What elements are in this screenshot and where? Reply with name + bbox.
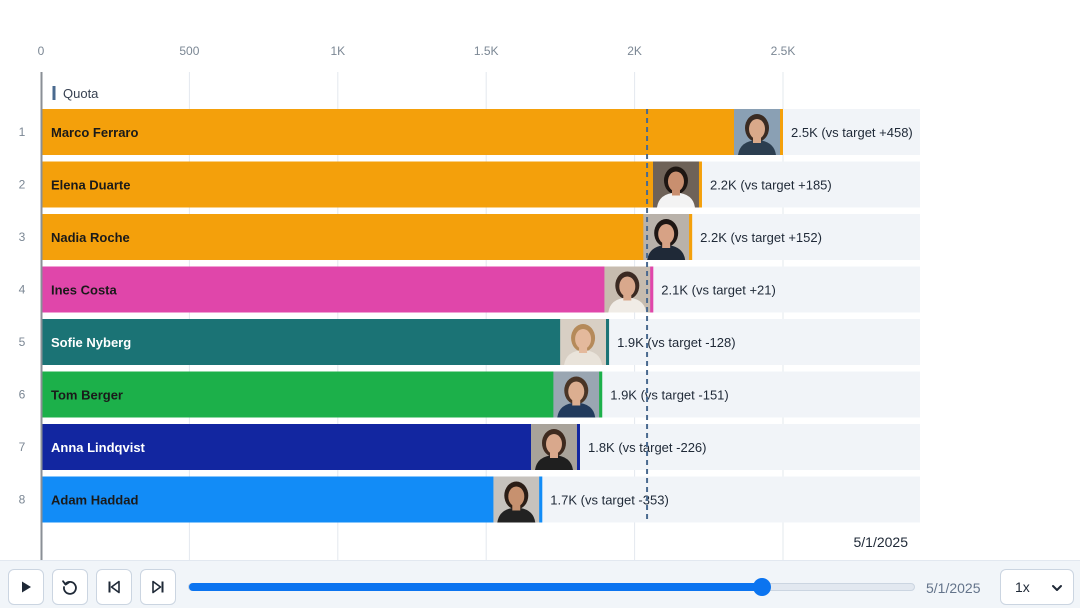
bar bbox=[41, 424, 580, 470]
rank-label: 2 bbox=[19, 178, 26, 192]
rank-label: 6 bbox=[19, 388, 26, 402]
skip-back-icon bbox=[108, 580, 120, 594]
rank-label: 1 bbox=[19, 125, 26, 139]
bar-value-label: 1.9K (vs target -128) bbox=[617, 335, 736, 350]
x-tick-label: 2K bbox=[627, 44, 642, 58]
person-avatar-icon bbox=[734, 109, 780, 155]
bar bbox=[41, 476, 543, 523]
bar-value-label: 1.7K (vs target -353) bbox=[550, 493, 669, 508]
bar-name-label: Anna Lindqvist bbox=[51, 440, 146, 455]
bar-name-label: Nadia Roche bbox=[51, 230, 130, 245]
bar-name-label: Tom Berger bbox=[51, 388, 123, 403]
legend: Quota bbox=[52, 86, 99, 101]
bar bbox=[41, 161, 702, 208]
rank-label: 5 bbox=[19, 335, 26, 349]
play-icon bbox=[22, 581, 31, 593]
bar bbox=[41, 319, 610, 365]
playback-controls: 5/1/2025 1x bbox=[0, 560, 1080, 608]
x-tick-label: 500 bbox=[179, 44, 199, 58]
bar-value-label: 2.5K (vs target +458) bbox=[791, 125, 913, 140]
skip-back-button[interactable] bbox=[96, 569, 132, 605]
timeline-slider-thumb[interactable] bbox=[752, 578, 771, 596]
rank-label: 8 bbox=[19, 493, 26, 507]
bar bbox=[41, 266, 654, 313]
speed-select-value: 1x bbox=[1015, 579, 1030, 595]
bar bbox=[41, 214, 693, 260]
chevron-down-icon bbox=[1052, 585, 1062, 591]
replay-button[interactable] bbox=[52, 569, 88, 605]
skip-forward-icon bbox=[152, 580, 164, 594]
x-tick-label: 0 bbox=[38, 44, 45, 58]
timeline-date-label: 5/1/2025 bbox=[926, 580, 981, 596]
rank-label: 4 bbox=[19, 283, 26, 297]
rank-label: 3 bbox=[19, 230, 26, 244]
person-avatar-icon bbox=[530, 424, 577, 470]
person-avatar-icon bbox=[604, 266, 651, 313]
bar-value-label: 1.8K (vs target -226) bbox=[588, 440, 707, 455]
x-axis-ticks: 0 500 1K 1.5K 2K 2.5K bbox=[38, 44, 796, 58]
chart-date-label: 5/1/2025 bbox=[854, 534, 909, 550]
person-avatar-icon bbox=[553, 371, 600, 418]
bar-name-label: Elena Duarte bbox=[51, 178, 130, 193]
x-tick-label: 1K bbox=[330, 44, 345, 58]
replay-icon bbox=[62, 580, 77, 595]
timeline-slider-fill bbox=[189, 583, 762, 591]
chart-svg: 0 500 1K 1.5K 2K 2.5K 1 Marco Ferraro 2.5K (vs … bbox=[19, 44, 920, 560]
speed-select[interactable]: 1x bbox=[1000, 569, 1074, 605]
bar bbox=[41, 109, 783, 155]
skip-forward-button[interactable] bbox=[140, 569, 176, 605]
person-avatar-icon bbox=[643, 214, 690, 260]
bars: 1 Marco Ferraro 2.5K (vs target +458) 2 Elen… bbox=[19, 109, 913, 523]
rank-label: 7 bbox=[19, 440, 26, 454]
x-tick-label: 1.5K bbox=[474, 44, 499, 58]
bar bbox=[41, 371, 603, 418]
bar-name-label: Sofie Nyberg bbox=[51, 335, 131, 350]
bar-name-label: Ines Costa bbox=[51, 283, 118, 298]
x-tick-label: 2.5K bbox=[771, 44, 796, 58]
bar-value-label: 2.1K (vs target +21) bbox=[661, 283, 776, 298]
person-avatar-icon bbox=[560, 319, 607, 365]
bar-name-label: Marco Ferraro bbox=[51, 125, 138, 140]
timeline-slider[interactable] bbox=[188, 578, 915, 596]
person-avatar-icon bbox=[652, 161, 699, 208]
bar-name-label: Adam Haddad bbox=[51, 493, 138, 508]
legend-quota-label: Quota bbox=[63, 86, 99, 101]
bar-value-label: 2.2K (vs target +185) bbox=[710, 178, 832, 193]
bar-value-label: 1.9K (vs target -151) bbox=[610, 388, 729, 403]
bar-chart-race: 0 500 1K 1.5K 2K 2.5K 1 Marco Ferraro 2.5K (vs … bbox=[19, 44, 920, 560]
play-button[interactable] bbox=[8, 569, 44, 605]
person-avatar-icon bbox=[493, 476, 540, 523]
bar-value-label: 2.2K (vs target +152) bbox=[700, 230, 822, 245]
